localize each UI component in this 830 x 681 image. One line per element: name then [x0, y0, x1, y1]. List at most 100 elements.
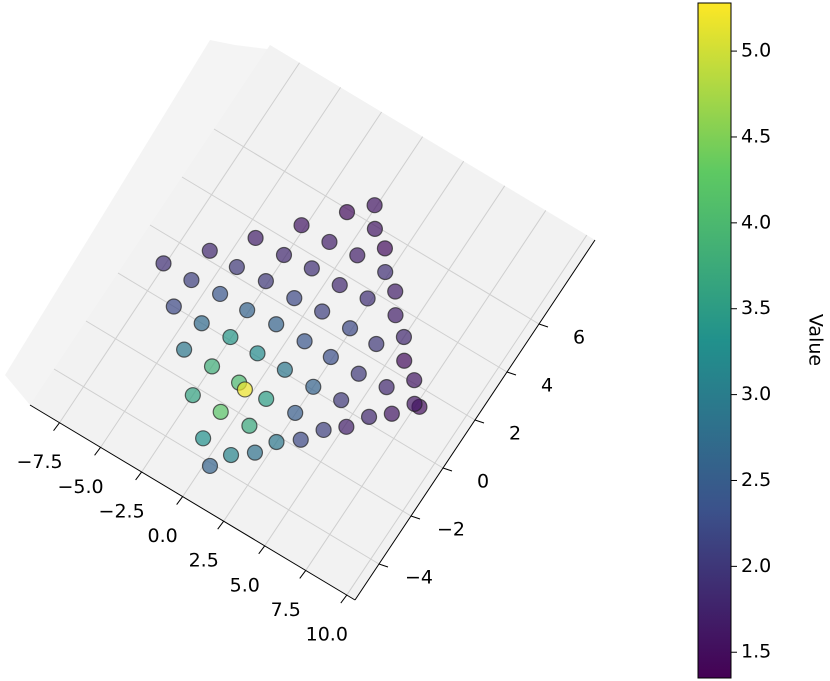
point: [395, 328, 413, 346]
point: [341, 320, 359, 337]
point: [249, 345, 266, 362]
point: [293, 217, 310, 234]
point: [366, 197, 383, 214]
point: [406, 395, 423, 412]
point: [258, 390, 275, 407]
y-tick: [506, 371, 517, 376]
y-tick-label: −4: [405, 567, 433, 589]
point: [222, 446, 240, 464]
point: [322, 348, 339, 366]
x-tick-label: 10.0: [306, 624, 348, 646]
colorbar-tick-label: 3.5: [741, 297, 771, 319]
colorbar-tick-label: 3.0: [741, 383, 771, 405]
x-tick-label: 7.5: [271, 599, 301, 621]
x-tick: [53, 422, 60, 432]
point: [366, 220, 383, 237]
colorbar-tick-label: 4.5: [741, 125, 771, 147]
axes: −7.5 −5.0−2.50.0 2.5 5.0 7.510.0 −4 −2 0 2 4 6: [16, 239, 596, 646]
y-tick: [410, 515, 421, 520]
point: [303, 260, 320, 277]
point: [184, 387, 201, 404]
point: [275, 246, 293, 264]
point: [338, 418, 355, 435]
x-tick-label: 2.5: [189, 550, 219, 572]
x-tick: [299, 570, 307, 579]
point: [338, 204, 356, 221]
grid-line: [181, 176, 508, 373]
y-tick-label: −2: [437, 519, 465, 541]
point: [193, 315, 210, 332]
point: [239, 302, 256, 319]
x-tick: [94, 447, 101, 456]
back-wall: [5, 40, 275, 405]
colorbar-tick-label: 1.5: [741, 641, 771, 663]
point: [360, 408, 378, 426]
x-tick-label: −2.5: [99, 500, 145, 522]
point: [292, 431, 309, 448]
point: [222, 328, 239, 346]
x-tick-label: −5.0: [58, 476, 104, 498]
y-tick: [474, 419, 485, 424]
y-tick-label: 0: [477, 471, 489, 493]
colorbar-tick-label: 2.0: [741, 555, 771, 577]
point: [211, 285, 229, 303]
y-tick: [378, 563, 389, 568]
point: [376, 240, 394, 257]
point: [286, 290, 303, 307]
y-tick: [538, 323, 549, 328]
y-tick-label: 2: [509, 423, 521, 445]
point: [321, 233, 338, 251]
point: [287, 404, 304, 422]
point: [387, 283, 404, 300]
point: [228, 258, 245, 276]
points: [155, 197, 428, 475]
colorbar-tick-label: 5.0: [741, 40, 771, 62]
point: [305, 378, 322, 395]
point: [314, 303, 331, 320]
x-tick: [176, 496, 184, 505]
colorbar-tick-label: 4.0: [741, 211, 771, 233]
point: [176, 341, 193, 358]
point: [195, 430, 212, 447]
point: [350, 365, 367, 382]
point: [165, 298, 182, 315]
point: [349, 247, 366, 264]
point: [296, 333, 313, 350]
point: [212, 403, 229, 421]
point: [268, 433, 285, 451]
point: [378, 379, 395, 396]
point: [368, 335, 385, 353]
colorbar-ticks: 1.5 2.0 2.5 3.0 3.5 4.0 4.5 5.0: [731, 40, 771, 663]
point: [247, 229, 264, 247]
point: [406, 372, 423, 389]
point: [383, 405, 400, 422]
point: [201, 242, 218, 259]
colorbar: [697, 2, 732, 679]
point: [155, 255, 172, 272]
y-tick-label: 4: [541, 375, 553, 397]
point: [183, 271, 200, 289]
x-tick: [340, 594, 348, 604]
point: [276, 361, 293, 378]
x-axis-line: [29, 404, 356, 601]
point: [359, 290, 376, 307]
y-tick: [442, 467, 453, 472]
point: [377, 263, 394, 281]
point: [387, 307, 404, 324]
x-tick-label: 5.0: [230, 574, 260, 596]
point: [236, 381, 253, 398]
x-tick: [217, 520, 225, 530]
colorbar-label: Value: [805, 314, 827, 366]
point: [333, 392, 350, 409]
point: [246, 444, 264, 461]
point: [315, 421, 332, 439]
point: [203, 358, 221, 375]
point: [396, 352, 413, 369]
point: [257, 272, 274, 290]
grid-line: [149, 224, 476, 421]
point: [268, 316, 285, 333]
point: [331, 276, 348, 294]
x-tick: [258, 545, 266, 555]
point: [241, 417, 258, 434]
